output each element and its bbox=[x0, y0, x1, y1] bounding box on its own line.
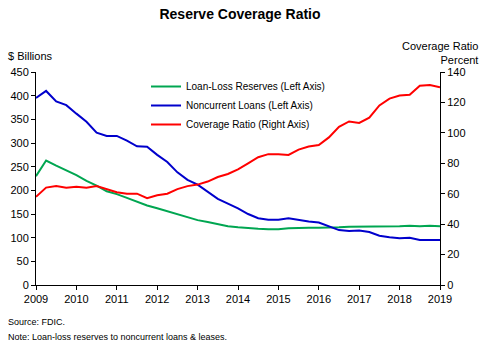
svg-text:Loan-Loss Reserves (Left Axis): Loan-Loss Reserves (Left Axis) bbox=[186, 81, 325, 92]
svg-text:450: 450 bbox=[10, 66, 28, 78]
svg-text:2012: 2012 bbox=[145, 293, 169, 305]
svg-text:20: 20 bbox=[447, 248, 459, 260]
svg-text:300: 300 bbox=[10, 137, 28, 149]
svg-text:80: 80 bbox=[447, 157, 459, 169]
svg-text:120: 120 bbox=[447, 96, 465, 108]
svg-text:2015: 2015 bbox=[266, 293, 290, 305]
svg-text:60: 60 bbox=[447, 188, 459, 200]
svg-text:Note: Loan-loss reserves to no: Note: Loan-loss reserves to noncurrent l… bbox=[8, 332, 227, 342]
svg-text:2011: 2011 bbox=[105, 293, 129, 305]
svg-text:Noncurrent Loans (Left Axis): Noncurrent Loans (Left Axis) bbox=[186, 100, 313, 111]
svg-text:2009: 2009 bbox=[24, 293, 48, 305]
svg-text:2013: 2013 bbox=[185, 293, 209, 305]
svg-text:2017: 2017 bbox=[347, 293, 371, 305]
svg-text:0: 0 bbox=[447, 279, 453, 291]
svg-text:2014: 2014 bbox=[226, 293, 250, 305]
svg-text:100: 100 bbox=[10, 232, 28, 244]
svg-text:Coverage RatioPercent: Coverage RatioPercent bbox=[402, 40, 478, 66]
svg-text:Source: FDIC.: Source: FDIC. bbox=[8, 317, 65, 327]
svg-text:Reserve Coverage Ratio: Reserve Coverage Ratio bbox=[159, 6, 320, 22]
svg-text:2019: 2019 bbox=[428, 293, 452, 305]
svg-text:2016: 2016 bbox=[307, 293, 331, 305]
svg-text:0: 0 bbox=[23, 279, 29, 291]
svg-text:400: 400 bbox=[10, 90, 28, 102]
svg-text:350: 350 bbox=[10, 113, 28, 125]
svg-text:200: 200 bbox=[10, 184, 28, 196]
svg-text:Coverage Ratio (Right Axis): Coverage Ratio (Right Axis) bbox=[186, 119, 309, 130]
svg-text:$ Billions: $ Billions bbox=[8, 50, 53, 62]
svg-text:150: 150 bbox=[10, 208, 28, 220]
svg-text:2010: 2010 bbox=[64, 293, 88, 305]
svg-text:50: 50 bbox=[17, 255, 29, 267]
svg-text:250: 250 bbox=[10, 161, 28, 173]
svg-text:100: 100 bbox=[447, 127, 465, 139]
svg-text:140: 140 bbox=[447, 66, 465, 78]
svg-text:2018: 2018 bbox=[387, 293, 411, 305]
svg-text:40: 40 bbox=[447, 218, 459, 230]
